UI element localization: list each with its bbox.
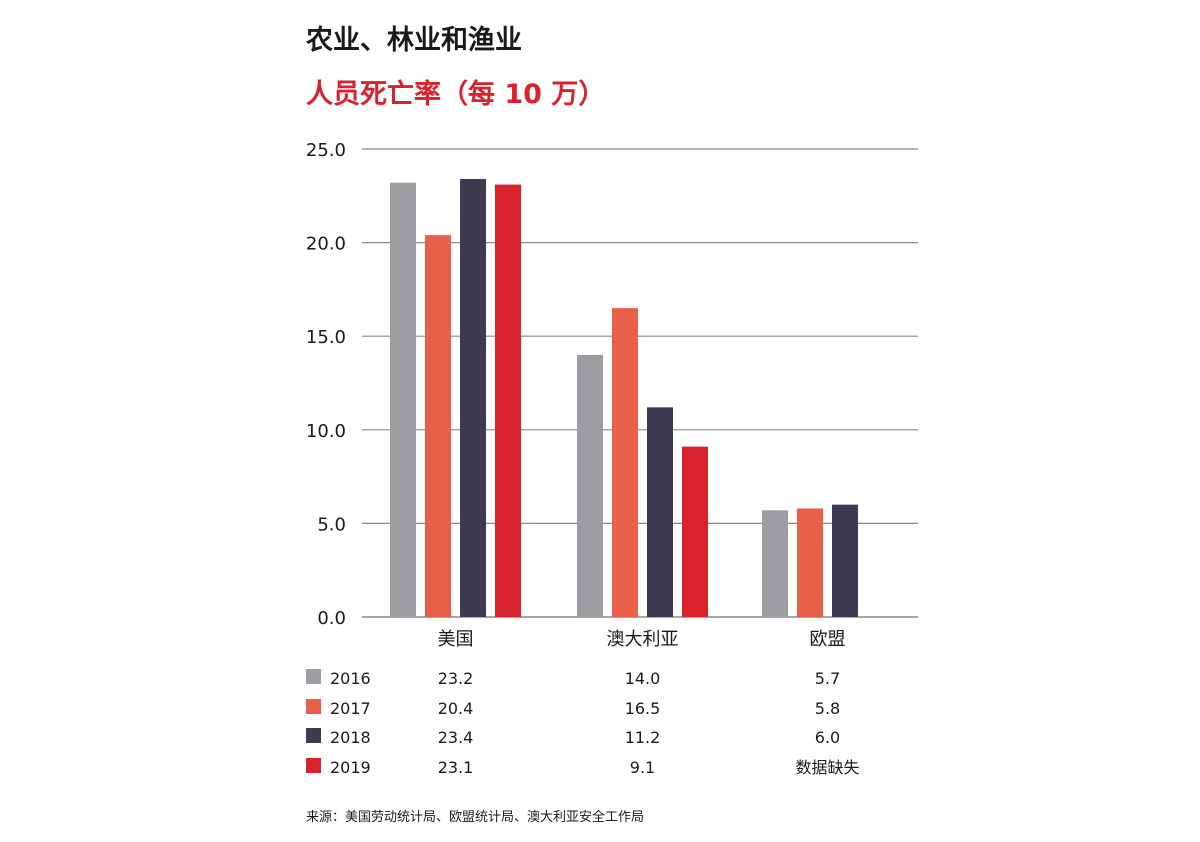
data-label: 5.8 <box>815 699 840 718</box>
bar-2018 <box>460 178 486 617</box>
data-label: 23.1 <box>438 758 474 777</box>
legend-swatch-2019 <box>306 758 321 773</box>
x-tick-label: 澳大利亚 <box>607 629 679 650</box>
legend-label: 2016 <box>330 669 371 688</box>
y-tick-label: 25.0 <box>306 140 346 161</box>
y-tick-label: 5.0 <box>317 514 346 535</box>
y-tick-label: 15.0 <box>306 327 346 348</box>
legend-label: 2018 <box>330 728 371 747</box>
data-label: 数据缺失 <box>795 758 859 777</box>
bar-2016 <box>390 182 416 618</box>
data-label: 9.1 <box>630 758 655 777</box>
y-tick-label: 10.0 <box>306 421 346 442</box>
bar-2016 <box>762 510 788 617</box>
data-label: 23.2 <box>438 669 474 688</box>
legend-label: 2017 <box>330 699 371 718</box>
legend-label: 2019 <box>330 758 371 777</box>
legend-swatch-2018 <box>306 728 321 743</box>
bar-2017 <box>425 235 451 617</box>
data-label: 20.4 <box>438 699 474 718</box>
bar-2019 <box>495 184 521 617</box>
data-label: 6.0 <box>815 728 840 747</box>
source-note: 来源：美国劳动统计局、欧盟统计局、澳大利亚安全工作局 <box>306 810 645 825</box>
bar-2017 <box>612 308 638 617</box>
chart-subtitle: 人员死亡率（每 10 万） <box>306 79 606 110</box>
bar-2019 <box>682 446 708 617</box>
bar-2018 <box>832 504 858 617</box>
data-label: 11.2 <box>625 728 661 747</box>
x-tick-label: 美国 <box>438 629 474 650</box>
legend-swatch-2016 <box>306 669 321 684</box>
y-tick-label: 20.0 <box>306 234 346 255</box>
data-label: 16.5 <box>625 699 661 718</box>
data-label: 5.7 <box>815 669 840 688</box>
data-label: 14.0 <box>625 669 661 688</box>
legend-swatch-2017 <box>306 699 321 714</box>
data-label: 23.4 <box>438 728 474 747</box>
x-tick-label: 欧盟 <box>810 629 846 650</box>
y-tick-label: 0.0 <box>317 608 346 629</box>
bar-2018 <box>647 407 673 617</box>
bar-2017 <box>797 508 823 617</box>
bar-2016 <box>577 354 603 617</box>
chart-title: 农业、林业和渔业 <box>306 25 522 56</box>
